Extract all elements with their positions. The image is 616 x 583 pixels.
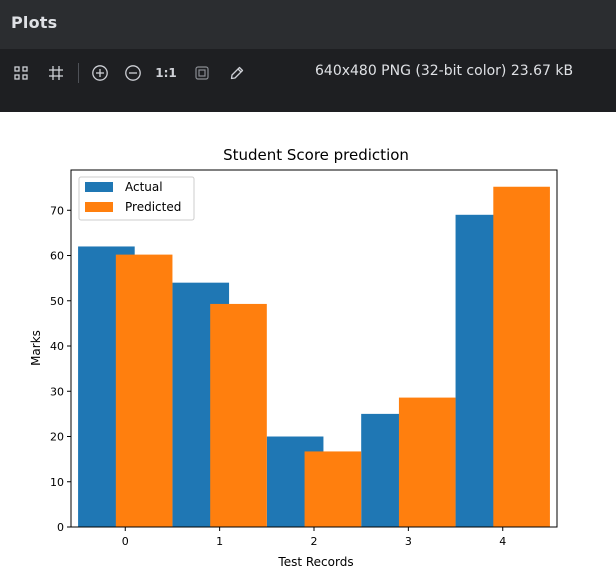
legend-swatch-actual [85, 182, 113, 192]
x-axis-label: Test Records [277, 555, 353, 569]
legend-swatch-predicted [85, 202, 113, 212]
y-tick-label: 10 [50, 476, 64, 489]
zoom-in-icon-glyph [92, 65, 108, 81]
fit-screen-icon[interactable] [11, 62, 31, 84]
y-tick-label: 0 [57, 521, 64, 534]
zoom-out-icon-glyph [125, 65, 141, 81]
background-toggle-icon[interactable] [192, 62, 212, 84]
x-tick-label: 2 [311, 535, 318, 548]
y-axis-label: Marks [29, 330, 43, 366]
y-axis: 0 10 20 30 40 50 60 70 [50, 204, 71, 534]
bar-predicted-1 [210, 303, 267, 527]
bar-chart: Student Score prediction 010203040506070… [29, 146, 558, 569]
y-tick-label: 40 [50, 340, 64, 353]
x-axis: 0 1 2 3 4 [122, 527, 506, 548]
bars-group [78, 186, 550, 527]
toolbar-separator [78, 63, 79, 83]
y-tick-label: 50 [50, 295, 64, 308]
y-tick-label: 30 [50, 385, 64, 398]
zoom-out-icon[interactable] [123, 62, 143, 84]
legend-label-predicted: Predicted [125, 200, 181, 214]
plot-canvas: Student Score prediction 0 10 20 30 40 50 60 70… [0, 112, 616, 579]
y-tick-label: 60 [50, 250, 64, 263]
background-toggle-icon-glyph [195, 66, 209, 80]
legend: Actual Predicted [78, 176, 195, 221]
bar-predicted-2 [304, 451, 362, 527]
actual-size-button[interactable]: 1:1 [155, 66, 177, 80]
bar-predicted-3 [398, 397, 456, 527]
bar-predicted-4 [493, 186, 550, 527]
grid-icon[interactable] [46, 62, 66, 84]
fit-screen-icon-glyph [14, 66, 28, 80]
x-tick-label: 1 [216, 535, 223, 548]
chart-title: Student Score prediction [223, 146, 409, 164]
image-toolbar: 1:1 640x480 PNG (32-bit color) 23.67 kB [0, 49, 616, 112]
image-info-label: 640x480 PNG (32-bit color) 23.67 kB [315, 63, 574, 79]
plots-tool-window-header: Plots [0, 0, 616, 49]
color-picker-icon[interactable] [227, 62, 247, 84]
y-tick-label: 20 [50, 431, 64, 444]
bar-predicted-0 [115, 254, 173, 527]
legend-label-actual: Actual [125, 180, 163, 194]
x-tick-label: 0 [122, 535, 129, 548]
color-picker-icon-glyph [230, 66, 244, 80]
zoom-in-icon[interactable] [90, 62, 110, 84]
y-tick-label: 70 [50, 204, 64, 217]
x-tick-label: 3 [405, 535, 412, 548]
grid-icon-glyph [49, 66, 63, 80]
window-title: Plots [11, 13, 58, 32]
x-tick-label: 4 [499, 535, 506, 548]
